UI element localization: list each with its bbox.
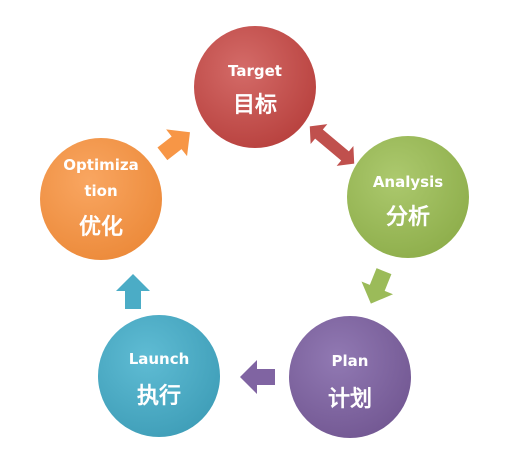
node-target: Target 目标	[194, 26, 316, 148]
node-plan: Plan 计划	[289, 316, 411, 438]
node-launch-label-en: Launch	[129, 350, 190, 368]
node-analysis-label-zh: 分析	[386, 205, 430, 230]
node-target-label-zh: 目标	[233, 92, 277, 118]
node-plan-label-zh: 计划	[328, 387, 372, 412]
node-plan-circle	[289, 316, 411, 438]
node-launch-circle	[98, 315, 220, 437]
node-optimization-label-en-line1: Optimiza	[63, 156, 138, 174]
node-optimization-label-en-line2: tion	[84, 182, 117, 200]
node-analysis-circle	[347, 136, 469, 258]
arrow-target-analysis	[309, 124, 355, 166]
node-optimization-label-zh: 优化	[79, 214, 123, 240]
node-optimization-circle	[40, 138, 162, 260]
node-plan-label-en: Plan	[332, 352, 369, 370]
node-optimization: Optimiza tion 优化	[40, 138, 162, 260]
node-analysis: Analysis 分析	[347, 136, 469, 258]
node-target-label-en: Target	[228, 62, 282, 80]
node-target-circle	[194, 26, 316, 148]
arrow-optimization-target	[157, 129, 190, 161]
node-analysis-label-en: Analysis	[373, 173, 443, 191]
node-launch: Launch 执行	[98, 315, 220, 437]
arrow-plan-launch	[240, 360, 275, 394]
arrow-analysis-plan	[361, 268, 394, 304]
arrow-launch-optimization	[116, 274, 150, 309]
node-launch-label-zh: 执行	[137, 383, 181, 409]
